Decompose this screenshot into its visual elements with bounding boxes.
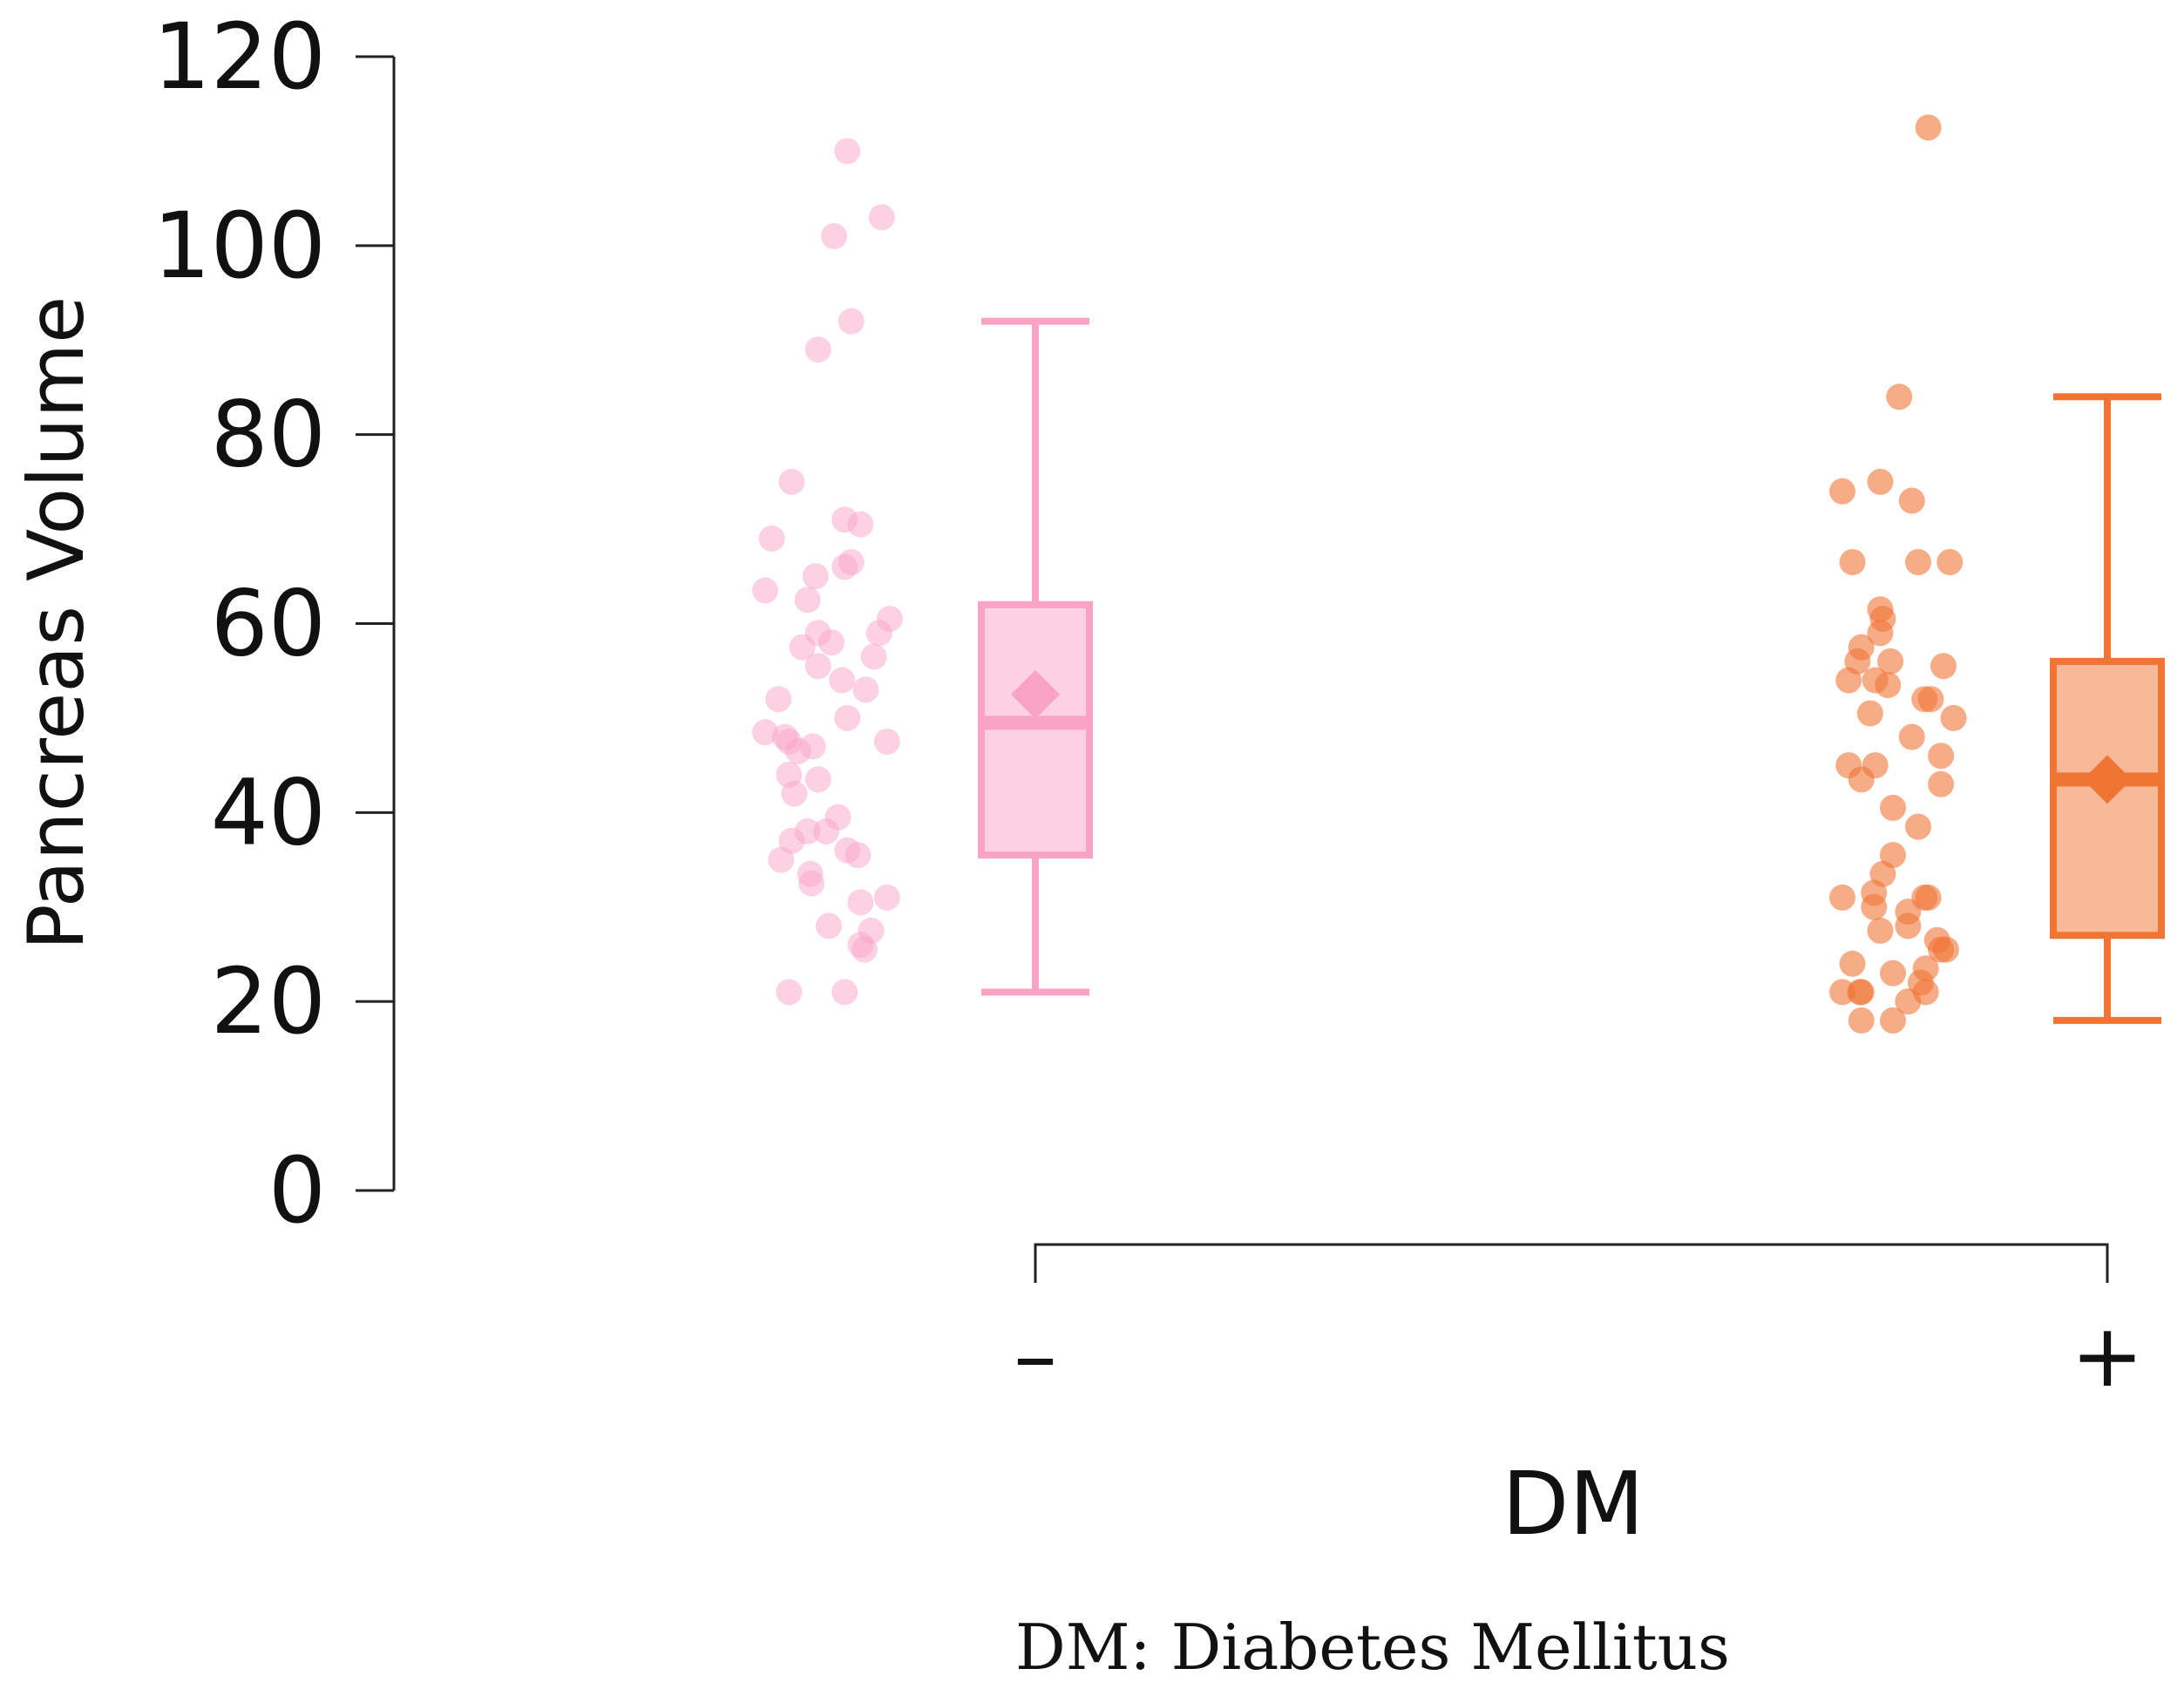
data-point xyxy=(758,525,785,552)
data-point xyxy=(785,737,811,764)
data-point xyxy=(768,846,795,873)
iqr-box xyxy=(2050,657,2165,939)
y-axis-label: Pancreas Volume xyxy=(11,296,101,951)
data-point xyxy=(851,936,878,963)
data-point xyxy=(1867,468,1894,495)
boxplot-dm xyxy=(2050,393,2165,1024)
data-point xyxy=(1829,884,1855,911)
x-category-label: – xyxy=(1014,1305,1057,1407)
data-point xyxy=(1905,549,1931,576)
x-axis-categories: – + xyxy=(1014,1305,2144,1407)
data-point xyxy=(1895,912,1922,939)
data-point xyxy=(1848,1007,1875,1034)
data-point xyxy=(798,870,825,897)
data-point xyxy=(1848,766,1875,793)
data-point xyxy=(1898,487,1925,514)
data-point xyxy=(1867,917,1894,944)
data-point xyxy=(868,204,895,231)
data-point xyxy=(781,780,808,807)
data-point xyxy=(1940,704,1967,731)
data-point xyxy=(1867,620,1894,647)
data-point xyxy=(1839,549,1866,576)
footnote-caption: DM: Diabetes Mellitus xyxy=(1015,1611,1730,1684)
data-point xyxy=(838,308,865,335)
data-point xyxy=(852,676,879,703)
data-point xyxy=(1856,700,1883,727)
data-point xyxy=(873,729,900,756)
data-point xyxy=(1930,653,1957,680)
data-point xyxy=(1877,648,1904,675)
data-point xyxy=(831,979,858,1006)
data-point xyxy=(1917,686,1944,713)
y-tick-label: 20 xyxy=(211,948,326,1055)
data-point xyxy=(865,620,892,647)
box-plots xyxy=(978,317,2165,1024)
data-point xyxy=(815,912,842,939)
data-point xyxy=(789,634,816,661)
x-bracket-line xyxy=(1034,1243,2109,1283)
data-point xyxy=(873,884,900,911)
data-point xyxy=(1839,950,1866,977)
data-point xyxy=(847,889,874,916)
data-point xyxy=(778,468,805,495)
data-point xyxy=(1928,743,1955,770)
y-tick-label: 80 xyxy=(211,382,326,488)
points-group-dm xyxy=(1829,114,1967,1034)
x-category-label: + xyxy=(2071,1305,2144,1407)
data-point xyxy=(1861,893,1888,920)
data-point xyxy=(818,629,844,656)
y-tick-label: 120 xyxy=(153,3,326,110)
data-point xyxy=(804,336,831,363)
points-group-no-dm xyxy=(752,138,903,1006)
data-point xyxy=(1928,770,1955,797)
data-point xyxy=(1915,884,1942,911)
data-point xyxy=(1880,794,1906,821)
y-axis-ticks: 0 20 40 60 80 100 120 xyxy=(153,3,394,1244)
data-point xyxy=(1829,478,1855,505)
data-point xyxy=(844,842,872,869)
data-point xyxy=(794,587,821,614)
data-point xyxy=(829,667,856,694)
data-point xyxy=(812,818,839,845)
data-point xyxy=(821,222,848,249)
data-point xyxy=(847,511,874,538)
data-point xyxy=(834,704,861,731)
data-point xyxy=(765,686,792,713)
x-axis-bracket xyxy=(1034,1243,2109,1283)
data-point xyxy=(804,653,831,680)
data-point xyxy=(1915,114,1942,141)
mean-marker xyxy=(2083,755,2132,804)
data-point xyxy=(1880,1007,1906,1034)
data-point xyxy=(1905,813,1931,840)
data-point xyxy=(1875,671,1902,698)
data-point xyxy=(804,766,831,793)
iqr-box xyxy=(978,600,1093,859)
data-point xyxy=(1936,549,1964,576)
data-point xyxy=(834,138,861,165)
y-tick-label: 60 xyxy=(211,571,326,677)
data-point xyxy=(802,563,829,590)
data-point xyxy=(1895,988,1922,1015)
data-point xyxy=(1848,979,1875,1006)
data-point xyxy=(1886,383,1913,410)
data-point xyxy=(776,979,803,1006)
data-point xyxy=(1880,960,1906,987)
data-point xyxy=(1898,723,1925,750)
data-point xyxy=(860,643,887,670)
y-tick-label: 100 xyxy=(153,193,326,299)
data-point xyxy=(752,719,778,746)
boxplot-no-dm xyxy=(978,317,1093,996)
y-tick-label: 40 xyxy=(211,759,326,865)
data-point xyxy=(1932,936,1959,963)
mean-marker xyxy=(1011,669,1060,719)
data-point xyxy=(1835,667,1862,694)
data-point xyxy=(752,577,778,604)
y-tick-label: 0 xyxy=(268,1137,326,1244)
x-axis-label: DM xyxy=(1502,1453,1644,1555)
data-points xyxy=(752,114,1967,1034)
data-point xyxy=(831,553,858,580)
